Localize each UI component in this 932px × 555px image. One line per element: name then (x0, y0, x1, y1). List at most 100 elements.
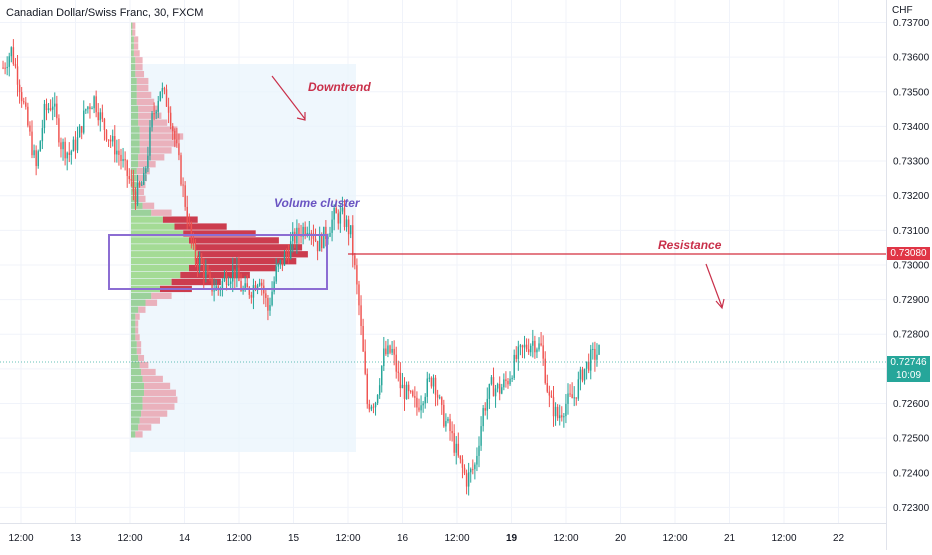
volume-profile-bar-down (135, 334, 140, 341)
candle-body (441, 397, 443, 405)
candle-body (587, 361, 590, 371)
volume-profile-bar-up (131, 341, 137, 348)
candle-body (285, 253, 288, 255)
candle-body (391, 348, 393, 353)
candle-body (56, 103, 58, 119)
time-axis[interactable]: 12:00 13 12:00 14 12:00 15 12:00 16 12:00 19 12:00… (8, 533, 844, 544)
volume-profile-bar-down (135, 313, 140, 320)
candle-body (240, 280, 242, 292)
candle-body (381, 366, 383, 386)
volume-profile-bar-down (139, 147, 172, 154)
candle-body (12, 47, 15, 64)
volume-cluster-box[interactable] (108, 234, 328, 290)
candle-body (292, 231, 294, 242)
candle-body (89, 106, 91, 110)
resistance-arrow-head (715, 298, 725, 310)
candle-body (563, 416, 565, 418)
candle-body (356, 265, 358, 285)
candle-body (103, 118, 106, 130)
symbol-title[interactable]: Canadian Dollar/Swiss Franc, 30, FXCM (6, 7, 204, 19)
candle-body (430, 377, 433, 387)
candle-body (426, 378, 428, 397)
volume-profile-bar-down (142, 375, 163, 383)
candle-body (304, 226, 306, 235)
candle-body (118, 150, 120, 155)
y-tick-label: 0.73200 (893, 191, 930, 202)
volume-profile-bar-up (131, 361, 140, 369)
y-tick-label: 0.72600 (893, 399, 930, 410)
candle-body (345, 219, 348, 227)
candle-body (101, 112, 104, 119)
candle-body (318, 234, 321, 252)
candle-body (105, 129, 108, 140)
candle-body (579, 369, 582, 380)
annotation-resistance: Resistance (658, 238, 722, 252)
resistance-arrow (705, 263, 723, 308)
x-tick-label: 12:00 (662, 533, 687, 544)
candle-body (465, 473, 468, 487)
candle-body (244, 283, 246, 291)
volume-profile-bar-up (131, 161, 139, 168)
candle-body (552, 397, 555, 417)
candle-body (250, 294, 253, 298)
candle-body (550, 395, 553, 398)
candle-body (418, 407, 420, 411)
candle-body (283, 253, 286, 266)
annotation-volume-cluster: Volume cluster (274, 196, 361, 210)
candle-body (534, 340, 536, 353)
candle-body (368, 404, 371, 410)
candle-body (321, 234, 323, 249)
candle-body (267, 298, 269, 311)
volume-profile-bar-down (151, 209, 172, 216)
candle-body (256, 285, 259, 291)
volume-profile-bar-up (131, 278, 172, 286)
candle-body (174, 131, 176, 140)
volume-profile-bar-up (131, 396, 143, 403)
price-axis[interactable]: 0.723000.724000.725000.726000.727000.728… (893, 18, 930, 514)
volume-profile-bar-up (131, 98, 137, 106)
volume-profile-bar-down (133, 50, 140, 57)
candle-body (258, 282, 261, 286)
candle-body (4, 67, 6, 69)
candle-body (436, 394, 439, 398)
volume-profile-bar-up (131, 417, 140, 424)
volume-profile-bar-up (131, 154, 139, 161)
volume-profile-bar-down (141, 410, 168, 417)
candle-body (525, 344, 528, 350)
x-tick-label: 12:00 (117, 533, 142, 544)
y-tick-label: 0.72500 (893, 434, 930, 445)
candle-body (598, 344, 600, 355)
candle-body (153, 113, 155, 115)
candle-body (455, 443, 457, 453)
candle-body (78, 126, 81, 138)
volume-profile-bar-down (144, 382, 171, 390)
candle-body (124, 159, 126, 161)
candle-body (583, 368, 586, 381)
volume-profile-bar-up (131, 133, 140, 140)
volume-profile-bar-down (180, 271, 250, 279)
candle-body (403, 384, 406, 400)
candle-body (91, 108, 93, 110)
candle-body (565, 403, 567, 417)
candle-body (590, 349, 592, 371)
volume-profile-bar-down (141, 368, 156, 376)
volume-profile-bar-up (131, 292, 152, 299)
candle-body (331, 219, 333, 233)
candle-body (453, 433, 455, 453)
candle-body (155, 111, 157, 114)
candle-body (111, 136, 114, 142)
x-tick-label: 20 (615, 533, 627, 544)
volume-profile-bar-down (135, 71, 145, 78)
candle-body (147, 155, 149, 169)
candle-body (333, 207, 335, 220)
candle-body (281, 260, 284, 266)
candle-body (207, 270, 209, 274)
volume-profile-bar-down (135, 327, 139, 334)
volume-profile-bar-down (139, 133, 184, 140)
volume-profile-bar-down (135, 431, 143, 438)
candle-body (68, 152, 70, 155)
candle-body (401, 384, 404, 389)
candle-body (62, 141, 64, 150)
